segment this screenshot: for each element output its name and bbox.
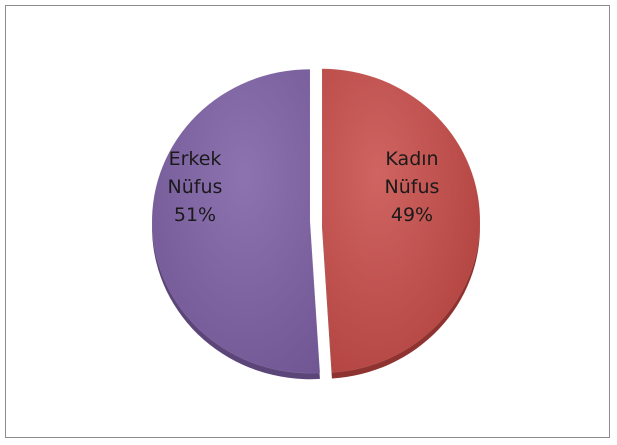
pie-label-line: Kadın	[385, 148, 438, 170]
pie-slice-1	[321, 68, 481, 373]
pie-label-1: Kadın Nüfus 49%	[385, 148, 440, 226]
pie-label-2: Erkek Nüfus 51%	[168, 148, 223, 226]
pie-label-line: Nüfus	[385, 176, 440, 198]
pie-label-line: 51%	[174, 204, 216, 226]
pie-label-line: Nüfus	[168, 176, 223, 198]
pie-slice-2	[151, 68, 321, 374]
pie-label-line: Erkek	[169, 148, 222, 170]
pie-label-line: 49%	[391, 204, 433, 226]
